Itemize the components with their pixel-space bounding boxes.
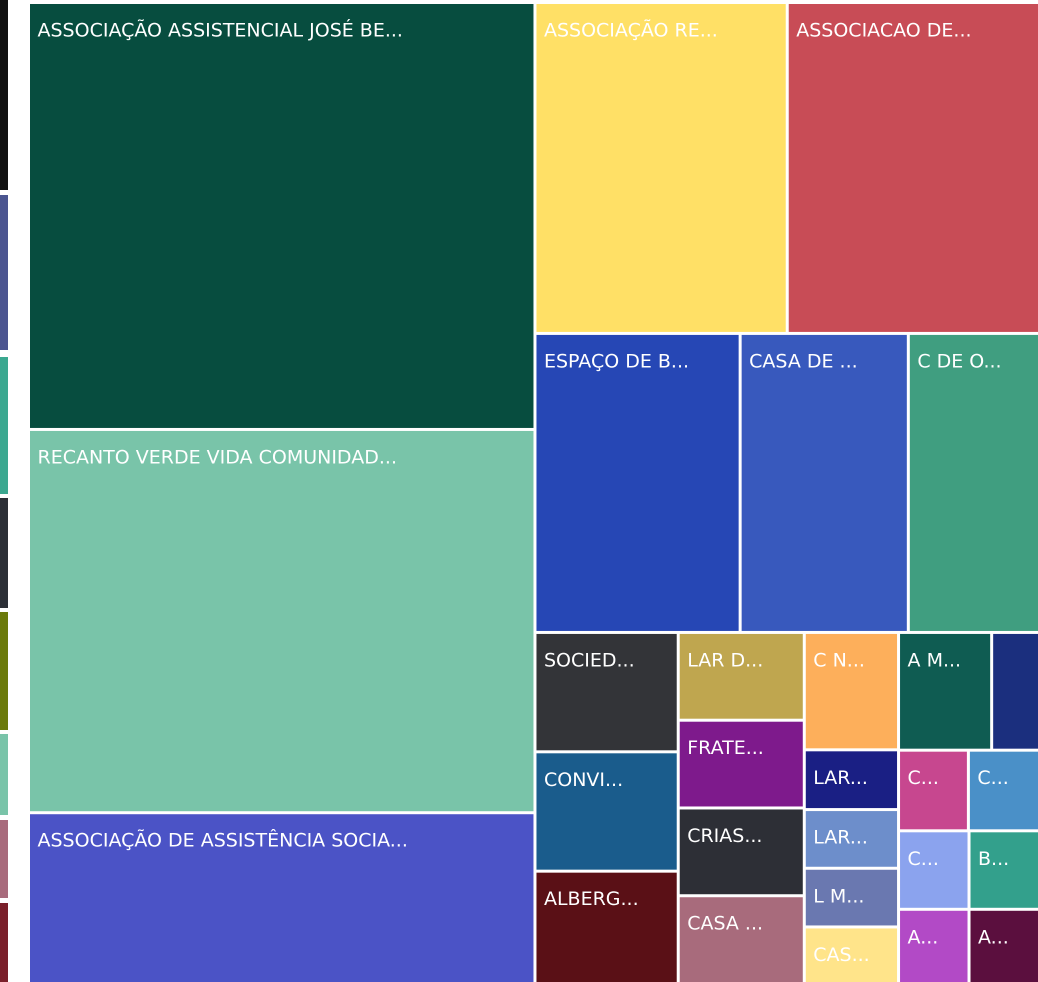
tile [900, 633, 991, 749]
tile-label: CAS... [813, 944, 869, 966]
tile-label: FRATE... [687, 737, 764, 759]
tile [679, 633, 803, 719]
tile [679, 897, 803, 982]
sliver [0, 903, 8, 982]
tile-label: C... [977, 767, 1008, 789]
tile-label: A M... [908, 649, 962, 671]
tile [741, 334, 907, 631]
tile-label: ASSOCIACAO DE... [796, 20, 971, 42]
tile [536, 4, 786, 332]
tile-label: L M... [813, 885, 864, 907]
tile [805, 811, 898, 867]
sliver [0, 820, 8, 898]
tile [788, 4, 1038, 332]
tile-label: CRIAS... [687, 825, 762, 847]
tile [900, 832, 968, 908]
tile-label: C... [908, 848, 939, 870]
tile-label: A... [978, 926, 1009, 948]
tile-label: ASSOCIAÇÃO RE... [544, 19, 718, 42]
sliver [0, 498, 8, 608]
sliver [0, 612, 8, 730]
sliver [0, 357, 8, 494]
tile [993, 633, 1038, 749]
tile-label: CONVI... [544, 769, 623, 791]
tile [536, 633, 677, 751]
tile [805, 928, 898, 982]
tile-label: RECANTO VERDE VIDA COMUNIDAD... [38, 446, 397, 468]
tile-label: C DE O... [917, 350, 1001, 372]
tile [30, 430, 534, 812]
left-edge-slivers [0, 0, 8, 982]
tile [679, 809, 803, 895]
tile-label: SOCIED... [544, 649, 635, 671]
tile-label: C... [908, 767, 939, 789]
tile-label: LAR... [813, 827, 868, 849]
tile [970, 832, 1038, 908]
tile-label: CASA ... [687, 913, 763, 935]
tile-label: LAR D... [687, 649, 763, 671]
tile [909, 334, 1038, 631]
tile-label: A... [908, 926, 939, 948]
tile-label: B... [978, 848, 1009, 870]
tile [536, 753, 677, 870]
tile [30, 4, 534, 428]
tile-label: CASA DE ... [749, 350, 858, 372]
tile [805, 869, 898, 926]
tile [970, 910, 1038, 982]
tile-label: C N... [813, 649, 865, 671]
tile [805, 633, 898, 749]
tile [900, 910, 968, 982]
tile [30, 814, 534, 982]
tile [536, 872, 677, 982]
tile [969, 751, 1038, 830]
tile-label: LAR... [813, 767, 868, 789]
tile [679, 721, 803, 807]
tile-label: ALBERG... [544, 888, 639, 910]
tile [536, 334, 739, 631]
sliver [0, 734, 8, 815]
tile-label: ESPAÇO DE B... [544, 350, 689, 372]
sliver [0, 195, 8, 350]
tile [805, 751, 898, 809]
tile-label: ASSOCIAÇÃO ASSISTENCIAL JOSÉ BE... [38, 19, 403, 42]
tile [900, 751, 967, 830]
tile-label: ASSOCIAÇÃO DE ASSISTÊNCIA SOCIA... [38, 829, 408, 852]
sliver [0, 0, 8, 190]
